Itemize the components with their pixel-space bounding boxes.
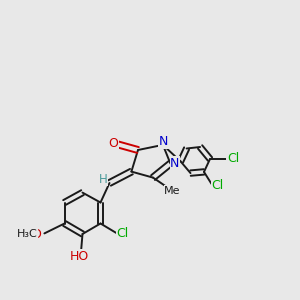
Text: O: O [31,227,41,241]
Text: HO: HO [70,250,89,263]
Text: N: N [170,157,180,170]
Text: Cl: Cl [227,152,239,165]
Text: Me: Me [164,186,181,196]
Text: O: O [109,136,118,150]
Text: H₃C: H₃C [16,229,38,239]
Text: Cl: Cl [212,179,224,192]
Text: H: H [99,173,108,186]
Text: Cl: Cl [116,227,128,240]
Text: N: N [159,135,169,148]
